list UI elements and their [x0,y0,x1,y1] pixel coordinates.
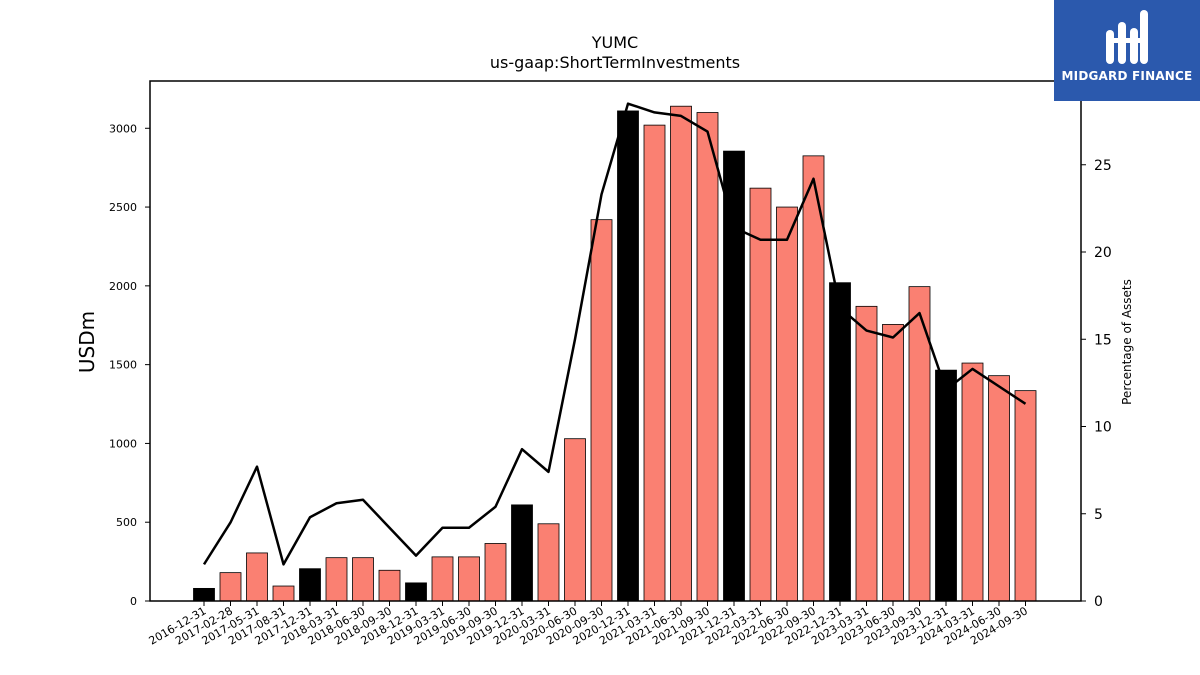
y-tick-label: 3000 [109,122,137,135]
bar [749,187,772,602]
y2-tick-label: 5 [1094,507,1103,523]
y-tick-label: 2000 [109,280,137,293]
y-tick-label: 1000 [109,437,137,450]
bar [802,155,825,602]
bar [246,552,268,602]
bar [590,219,613,602]
y2-tick-label: 20 [1094,245,1112,261]
y-tick-label: 2500 [109,201,137,214]
percentage-line-series [202,102,1027,566]
bar [537,523,560,602]
brand-logo: MIDGARD FINANCE [1054,0,1200,101]
brand-mark-icon [1106,10,1148,64]
y-tick-label: 1500 [109,359,137,372]
bar [405,582,427,602]
y2-tick-label: 25 [1094,158,1112,174]
y2-tick-label: 10 [1094,420,1112,436]
bar [511,504,533,602]
bar [458,556,480,602]
bar [272,585,295,602]
y2-axis-label: Percentage of Assets [1120,279,1134,405]
y-tick-label: 0 [130,595,137,608]
brand-name: MIDGARD FINANCE [1061,69,1193,83]
bar [193,587,215,602]
y2-tick-label: 15 [1094,332,1112,348]
bar [378,569,401,602]
bar [484,543,507,602]
bar [723,150,745,602]
bar-series [193,105,1037,602]
bar [352,557,374,602]
bar [431,556,454,602]
bar [299,568,321,602]
bar [882,324,904,602]
bar [935,369,957,602]
axes: 05001000150020002500300005101520252016-1… [109,80,1112,648]
bar [1014,390,1037,602]
bar [776,206,798,602]
plot-frame [149,80,1082,602]
bar [696,112,719,602]
y2-tick-label: 0 [1094,594,1103,610]
bar [988,375,1010,602]
chart-title: YUMC [591,33,638,52]
bar [564,438,586,602]
bar [643,124,666,602]
bar [961,362,984,602]
bar [855,305,878,602]
y-tick-label: 500 [116,516,137,529]
percentage-line [202,102,1027,566]
bar [219,572,242,602]
bar [829,282,851,602]
bar [325,557,348,602]
y-axis-label: USDm [75,311,99,373]
chart-subtitle: us-gaap:ShortTermInvestments [490,53,740,72]
bar [670,105,692,602]
bar [617,110,639,602]
